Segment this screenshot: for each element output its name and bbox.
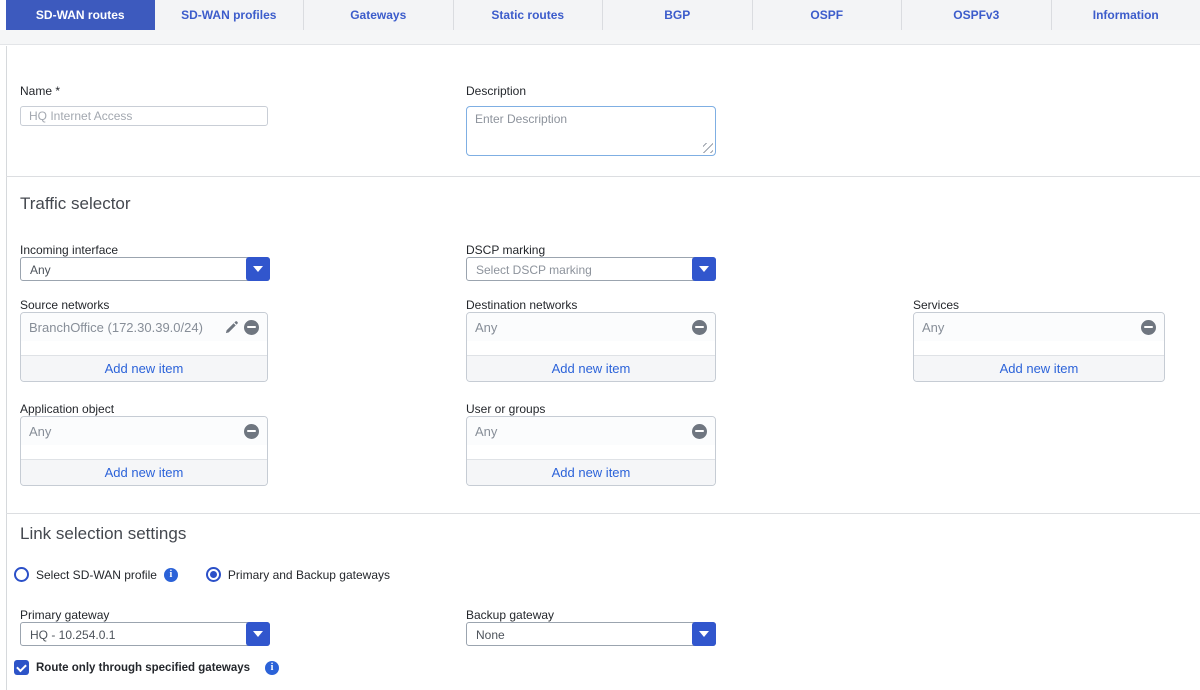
- remove-icon[interactable]: [244, 423, 259, 439]
- route-only-checkbox[interactable]: [14, 660, 29, 675]
- list-item-text: Any: [475, 319, 498, 335]
- add-new-item-button[interactable]: Add new item: [21, 355, 267, 381]
- dropdown-button[interactable]: [246, 257, 270, 281]
- tab-static-routes[interactable]: Static routes: [453, 0, 603, 30]
- list-item: Any: [914, 313, 1164, 341]
- incoming-interface-select[interactable]: Any: [20, 257, 270, 281]
- description-label: Description: [466, 84, 527, 98]
- tab-sdwan-routes[interactable]: SD-WAN routes: [6, 0, 155, 30]
- dscp-marking-label: DSCP marking: [466, 243, 546, 257]
- remove-icon[interactable]: [692, 423, 707, 439]
- edit-icon[interactable]: [224, 320, 239, 335]
- application-object-label: Application object: [20, 402, 115, 416]
- dscp-marking-value: Select DSCP marking: [476, 263, 592, 277]
- services-label: Services: [913, 298, 960, 312]
- primary-gateway-select[interactable]: HQ - 10.254.0.1: [20, 622, 270, 646]
- tab-gateways[interactable]: Gateways: [304, 0, 454, 30]
- list-item: Any: [21, 417, 267, 445]
- link-selection-radio-group: Select SD-WAN profile Primary and Backup…: [14, 567, 397, 582]
- user-or-groups-listbox: Any Add new item: [466, 416, 716, 486]
- tab-sdwan-profiles[interactable]: SD-WAN profiles: [154, 0, 304, 30]
- user-or-groups-label: User or groups: [466, 402, 546, 416]
- dropdown-button[interactable]: [246, 622, 270, 646]
- tabbar-underlay: [0, 30, 1200, 45]
- primary-gateway-label: Primary gateway: [20, 608, 110, 622]
- backup-gateway-select[interactable]: None: [466, 622, 716, 646]
- name-label: Name *: [20, 84, 61, 98]
- add-new-item-label: Add new item: [104, 361, 184, 376]
- remove-icon[interactable]: [1141, 319, 1156, 335]
- tab-ospfv3[interactable]: OSPFv3: [902, 0, 1052, 30]
- add-new-item-label: Add new item: [999, 361, 1079, 376]
- name-input[interactable]: [20, 106, 268, 126]
- info-icon[interactable]: [265, 660, 280, 675]
- description-textarea[interactable]: [466, 106, 716, 156]
- chevron-down-icon: [699, 631, 709, 637]
- route-only-row: Route only through specified gateways: [14, 660, 280, 675]
- add-new-item-label: Add new item: [551, 361, 631, 376]
- remove-icon[interactable]: [244, 319, 259, 335]
- add-new-item-label: Add new item: [551, 465, 631, 480]
- add-new-item-button[interactable]: Add new item: [914, 355, 1164, 381]
- application-object-listbox: Any Add new item: [20, 416, 268, 486]
- add-new-item-button[interactable]: Add new item: [21, 459, 267, 485]
- list-item: Any: [467, 417, 715, 445]
- tab-ospf[interactable]: OSPF: [752, 0, 902, 30]
- chevron-down-icon: [699, 266, 709, 272]
- incoming-interface-label: Incoming interface: [20, 243, 119, 257]
- primary-gateway-value: HQ - 10.254.0.1: [30, 628, 116, 642]
- radio-primary-backup-gateways[interactable]: [205, 567, 221, 582]
- list-item-text: BranchOffice (172.30.39.0/24): [29, 319, 203, 335]
- list-item: BranchOffice (172.30.39.0/24): [21, 313, 267, 341]
- destination-networks-label: Destination networks: [466, 298, 578, 312]
- backup-gateway-value: None: [476, 628, 505, 642]
- list-item-text: Any: [29, 423, 52, 439]
- radio-sdwan-profile[interactable]: [14, 567, 29, 582]
- radio-primary-backup-label: Primary and Backup gateways: [227, 567, 390, 582]
- section-divider: [6, 513, 1200, 514]
- section-divider: [6, 176, 1200, 177]
- chevron-down-icon: [253, 631, 263, 637]
- textarea-resize-handle[interactable]: [703, 143, 713, 153]
- traffic-selector-heading: Traffic selector: [20, 194, 131, 213]
- info-icon[interactable]: [163, 567, 178, 582]
- dscp-marking-select[interactable]: Select DSCP marking: [466, 257, 716, 281]
- add-new-item-button[interactable]: Add new item: [467, 459, 715, 485]
- source-networks-listbox: BranchOffice (172.30.39.0/24) Add new it…: [20, 312, 268, 382]
- list-item: Any: [467, 313, 715, 341]
- source-networks-label: Source networks: [20, 298, 110, 312]
- destination-networks-listbox: Any Add new item: [466, 312, 716, 382]
- radio-sdwan-profile-label: Select SD-WAN profile: [36, 567, 157, 582]
- link-selection-heading: Link selection settings: [20, 524, 187, 543]
- remove-icon[interactable]: [692, 319, 707, 335]
- tab-bgp[interactable]: BGP: [603, 0, 753, 30]
- route-only-label: Route only through specified gateways: [36, 661, 251, 674]
- chevron-down-icon: [253, 266, 263, 272]
- add-new-item-label: Add new item: [104, 465, 184, 480]
- incoming-interface-value: Any: [30, 263, 51, 277]
- tab-information[interactable]: Information: [1051, 0, 1200, 30]
- tab-bar: SD-WAN routes SD-WAN profiles Gateways S…: [0, 0, 1200, 30]
- dropdown-button[interactable]: [692, 622, 716, 646]
- list-item-text: Any: [922, 319, 945, 335]
- add-new-item-button[interactable]: Add new item: [467, 355, 715, 381]
- dropdown-button[interactable]: [692, 257, 716, 281]
- list-item-text: Any: [475, 423, 498, 439]
- services-listbox: Any Add new item: [913, 312, 1165, 382]
- backup-gateway-label: Backup gateway: [466, 608, 555, 622]
